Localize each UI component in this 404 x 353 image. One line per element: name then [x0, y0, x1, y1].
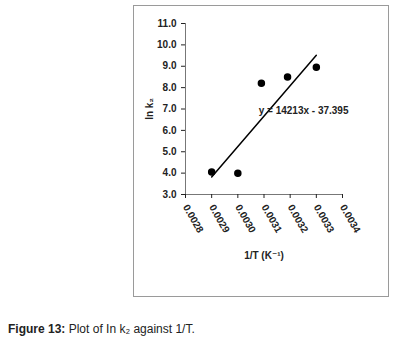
svg-text:0.0031: 0.0031 [259, 203, 284, 235]
svg-text:1/T (K⁻¹): 1/T (K⁻¹) [244, 250, 284, 261]
html-text:Figure 13: Plot of In k₂ again: Figure 13: Plot of In k₂ against 1/T. [8, 322, 195, 336]
svg-text:7.0: 7.0 [163, 103, 177, 114]
svg-text:0.0033: 0.0033 [312, 203, 337, 235]
svg-text:0.0030: 0.0030 [233, 203, 258, 235]
svg-text:9.0: 9.0 [163, 60, 177, 71]
svg-text:5.0: 5.0 [163, 146, 177, 157]
svg-text:4.0: 4.0 [163, 167, 177, 178]
svg-text:0.0034: 0.0034 [338, 203, 363, 235]
svg-text:6.0: 6.0 [163, 125, 177, 136]
svg-text:0.0028: 0.0028 [181, 203, 206, 235]
svg-text:8.0: 8.0 [163, 82, 177, 93]
svg-text:10.0: 10.0 [157, 39, 177, 50]
svg-text:11.0: 11.0 [158, 18, 177, 29]
svg-text:0.0032: 0.0032 [286, 203, 311, 235]
svg-text:y = 14213x - 37.395: y = 14213x - 37.395 [259, 105, 349, 116]
svg-text:3.0: 3.0 [163, 189, 177, 200]
svg-text:0.0029: 0.0029 [207, 203, 232, 235]
svg-text:ln k₂: ln k₂ [144, 98, 155, 120]
